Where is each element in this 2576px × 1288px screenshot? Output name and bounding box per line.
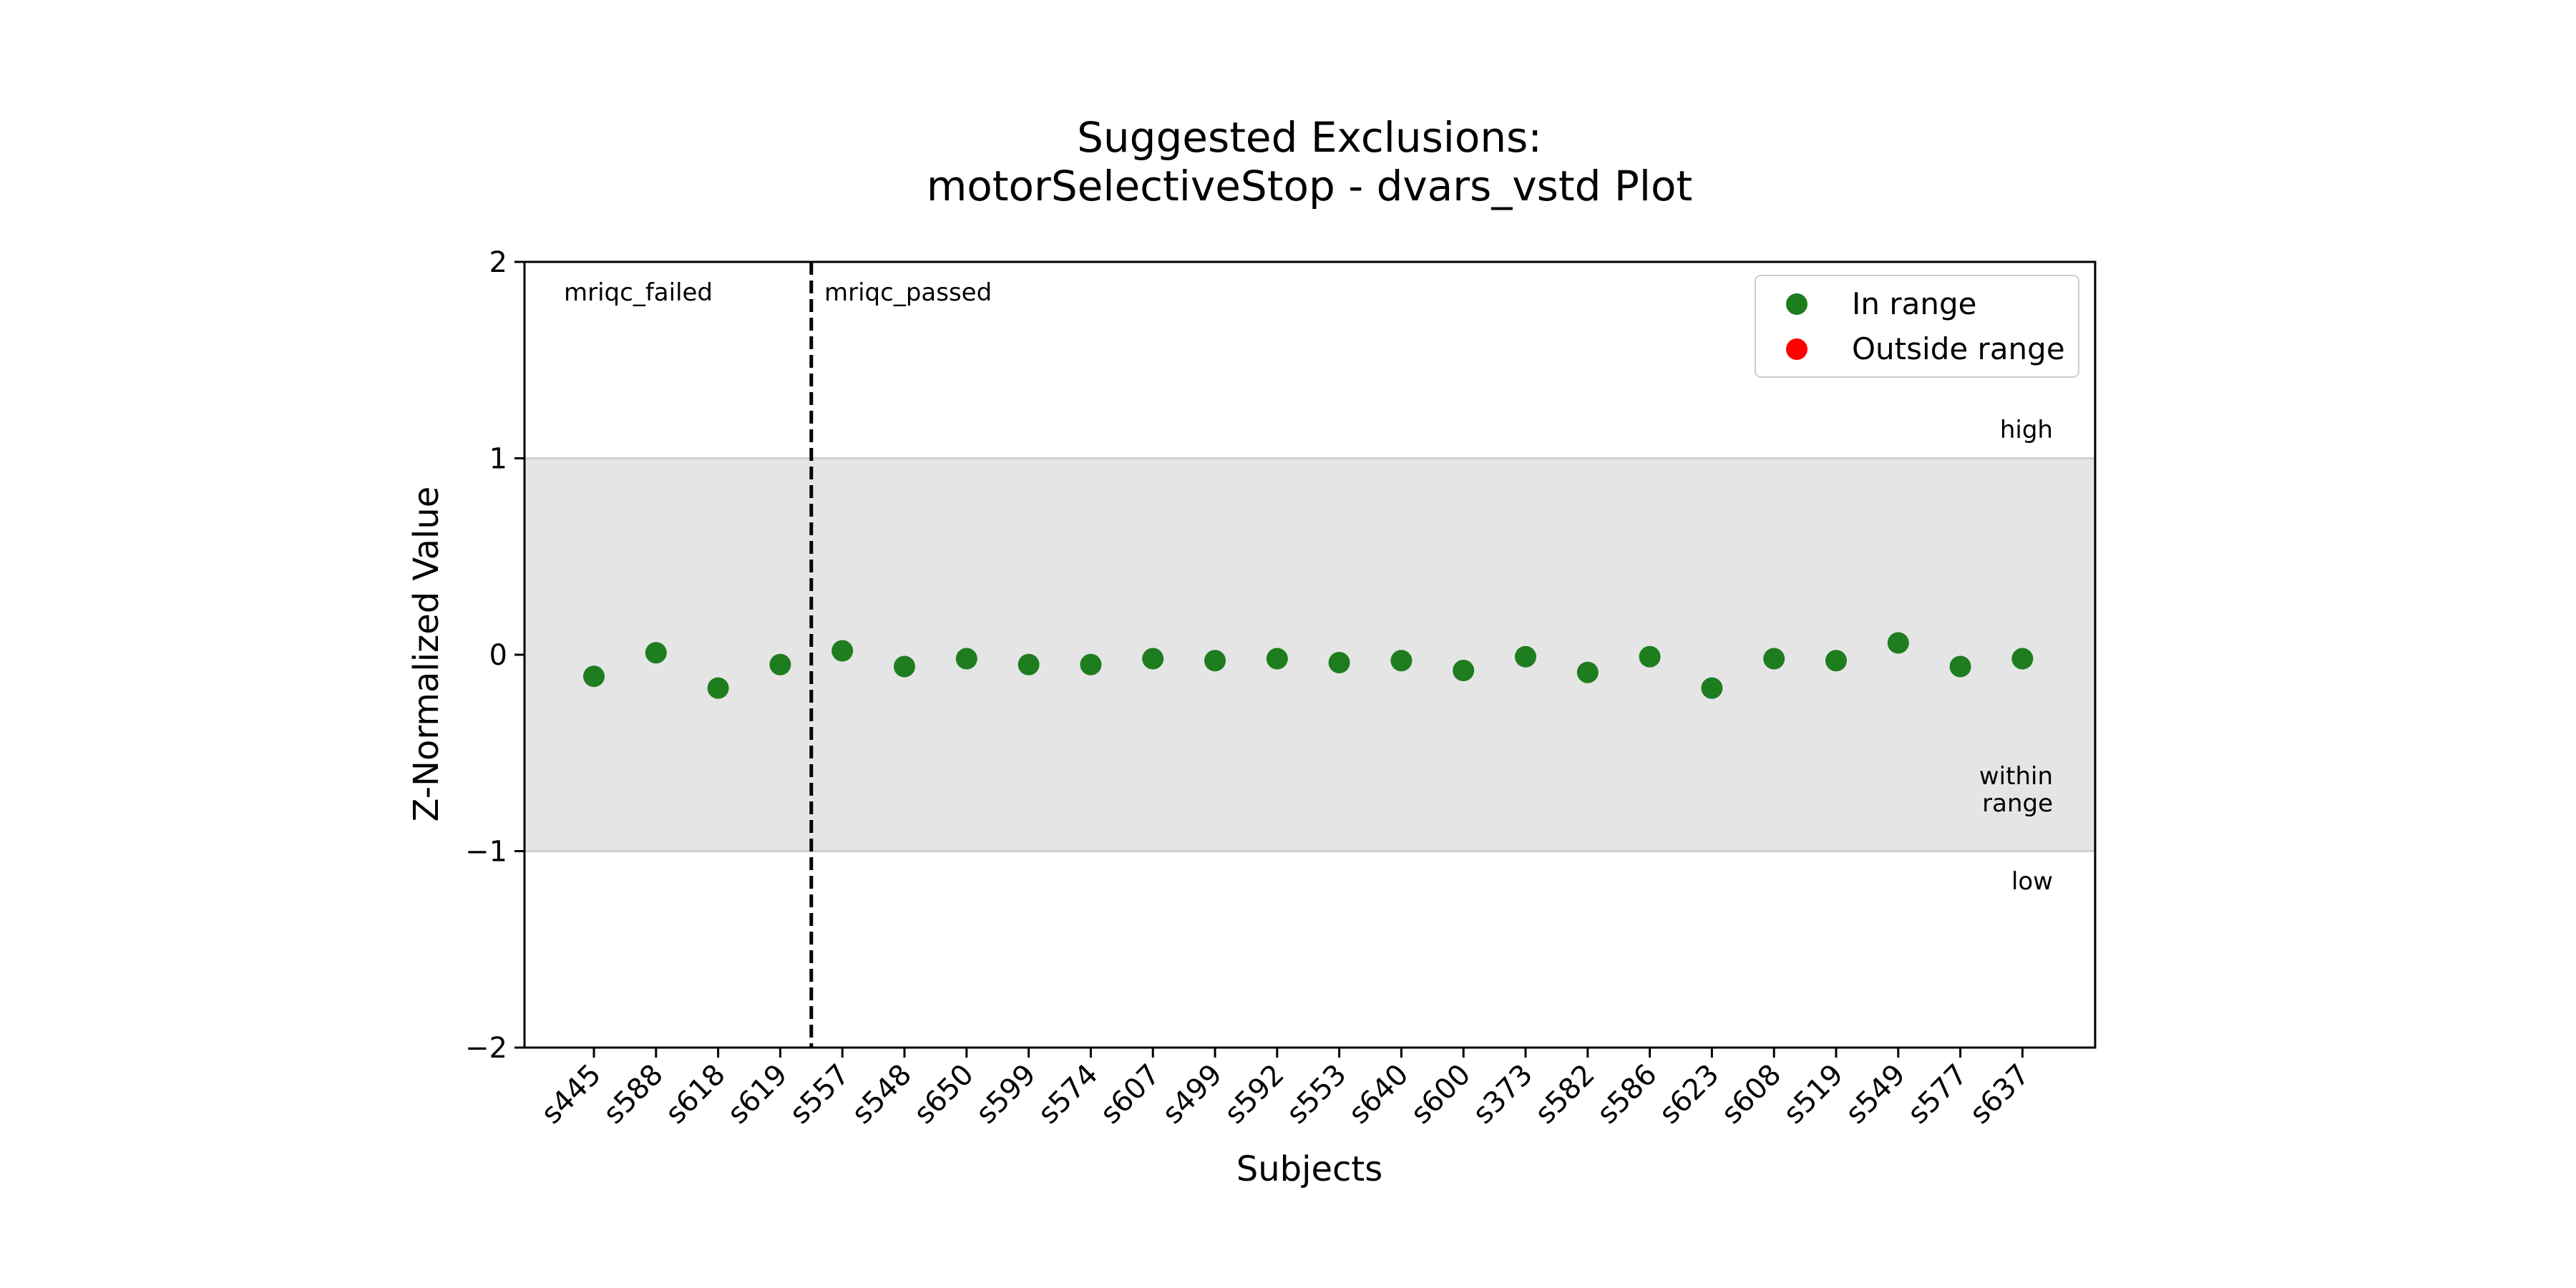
y-tick-label: 1 (489, 443, 507, 476)
legend-label-outside-range: Outside range (1852, 331, 2065, 366)
chart-title-line2: motorSelectiveStop - dvars_vstd Plot (927, 162, 1692, 210)
data-point-s553 (1328, 651, 1350, 673)
group-label-failed: mriqc_failed (564, 278, 713, 307)
x-tick-label-s499: s499 (1156, 1058, 1229, 1131)
y-tick-label: 0 (489, 639, 507, 672)
data-point-s623 (1701, 677, 1723, 699)
data-point-s586 (1639, 645, 1661, 668)
data-point-s574 (1080, 653, 1102, 675)
x-tick-label-s577: s577 (1901, 1058, 1974, 1131)
data-point-s582 (1576, 661, 1599, 683)
y-tick-label: −2 (465, 1032, 507, 1065)
band-label-within: within (1979, 762, 2053, 791)
x-tick-label-s600: s600 (1405, 1058, 1477, 1131)
x-tick-label-s445: s445 (535, 1058, 608, 1131)
legend-label-in-range: In range (1852, 286, 1976, 321)
within-range-band (525, 458, 2095, 852)
data-point-s557 (831, 640, 854, 662)
chart-title-line1: Suggested Exclusions: (1077, 113, 1542, 162)
data-point-s373 (1515, 645, 1536, 668)
data-point-s637 (2011, 648, 2034, 670)
x-tick-label-s637: s637 (1963, 1058, 2036, 1131)
y-tick-label: −1 (465, 836, 507, 869)
data-point-s519 (1825, 650, 1847, 672)
data-point-s600 (1453, 659, 1475, 681)
x-tick-label-s650: s650 (908, 1058, 980, 1131)
data-point-s618 (707, 677, 729, 699)
x-tick-label-s623: s623 (1653, 1058, 1725, 1131)
data-point-s499 (1204, 650, 1226, 672)
data-point-s548 (894, 655, 915, 678)
data-point-s577 (1949, 655, 1971, 678)
x-tick-label-s592: s592 (1219, 1058, 1291, 1131)
x-tick-label-s608: s608 (1715, 1058, 1787, 1131)
data-point-s640 (1390, 650, 1413, 672)
y-axis-label: Z-Normalized Value (406, 487, 447, 822)
data-point-s588 (645, 642, 667, 664)
x-tick-label-s519: s519 (1777, 1058, 1850, 1131)
x-tick-label-s619: s619 (721, 1058, 794, 1131)
data-points (583, 632, 2034, 699)
x-tick-label-s553: s553 (1280, 1058, 1352, 1131)
y-tick-label: 2 (489, 246, 507, 279)
x-axis-label: Subjects (1236, 1149, 1382, 1189)
legend: In range Outside range (1755, 275, 2079, 378)
x-tick-label-s640: s640 (1342, 1058, 1415, 1131)
data-point-s619 (769, 653, 791, 675)
x-axis-ticks: s445s588s618s619s557s548s650s599s574s607… (535, 1048, 2036, 1131)
data-point-s599 (1018, 653, 1040, 675)
data-point-s607 (1142, 648, 1164, 670)
band-label-high: high (2000, 416, 2053, 444)
data-point-s549 (1887, 632, 1909, 654)
x-tick-label-s586: s586 (1591, 1058, 1663, 1131)
legend-marker-in-range (1786, 293, 1807, 315)
x-tick-label-s557: s557 (784, 1058, 856, 1131)
band-label-low: low (2011, 867, 2053, 896)
data-point-s650 (955, 648, 977, 670)
data-point-s592 (1266, 648, 1288, 670)
x-tick-label-s373: s373 (1467, 1058, 1539, 1131)
x-tick-label-s588: s588 (597, 1058, 670, 1131)
y-axis-ticks: 2 1 0 −1 −2 (465, 246, 525, 1065)
x-tick-label-s548: s548 (846, 1058, 918, 1131)
data-point-s445 (583, 665, 605, 688)
x-tick-label-s607: s607 (1094, 1058, 1166, 1131)
data-point-s608 (1763, 648, 1785, 670)
x-tick-label-s549: s549 (1840, 1058, 1912, 1131)
legend-frame (1755, 275, 2079, 378)
legend-marker-outside-range (1786, 338, 1807, 360)
x-tick-label-s574: s574 (1032, 1058, 1104, 1131)
group-label-passed: mriqc_passed (824, 278, 992, 307)
x-tick-label-s618: s618 (659, 1058, 731, 1131)
x-tick-label-s599: s599 (970, 1058, 1042, 1131)
x-tick-label-s582: s582 (1529, 1058, 1601, 1131)
band-label-range: range (1982, 789, 2053, 818)
